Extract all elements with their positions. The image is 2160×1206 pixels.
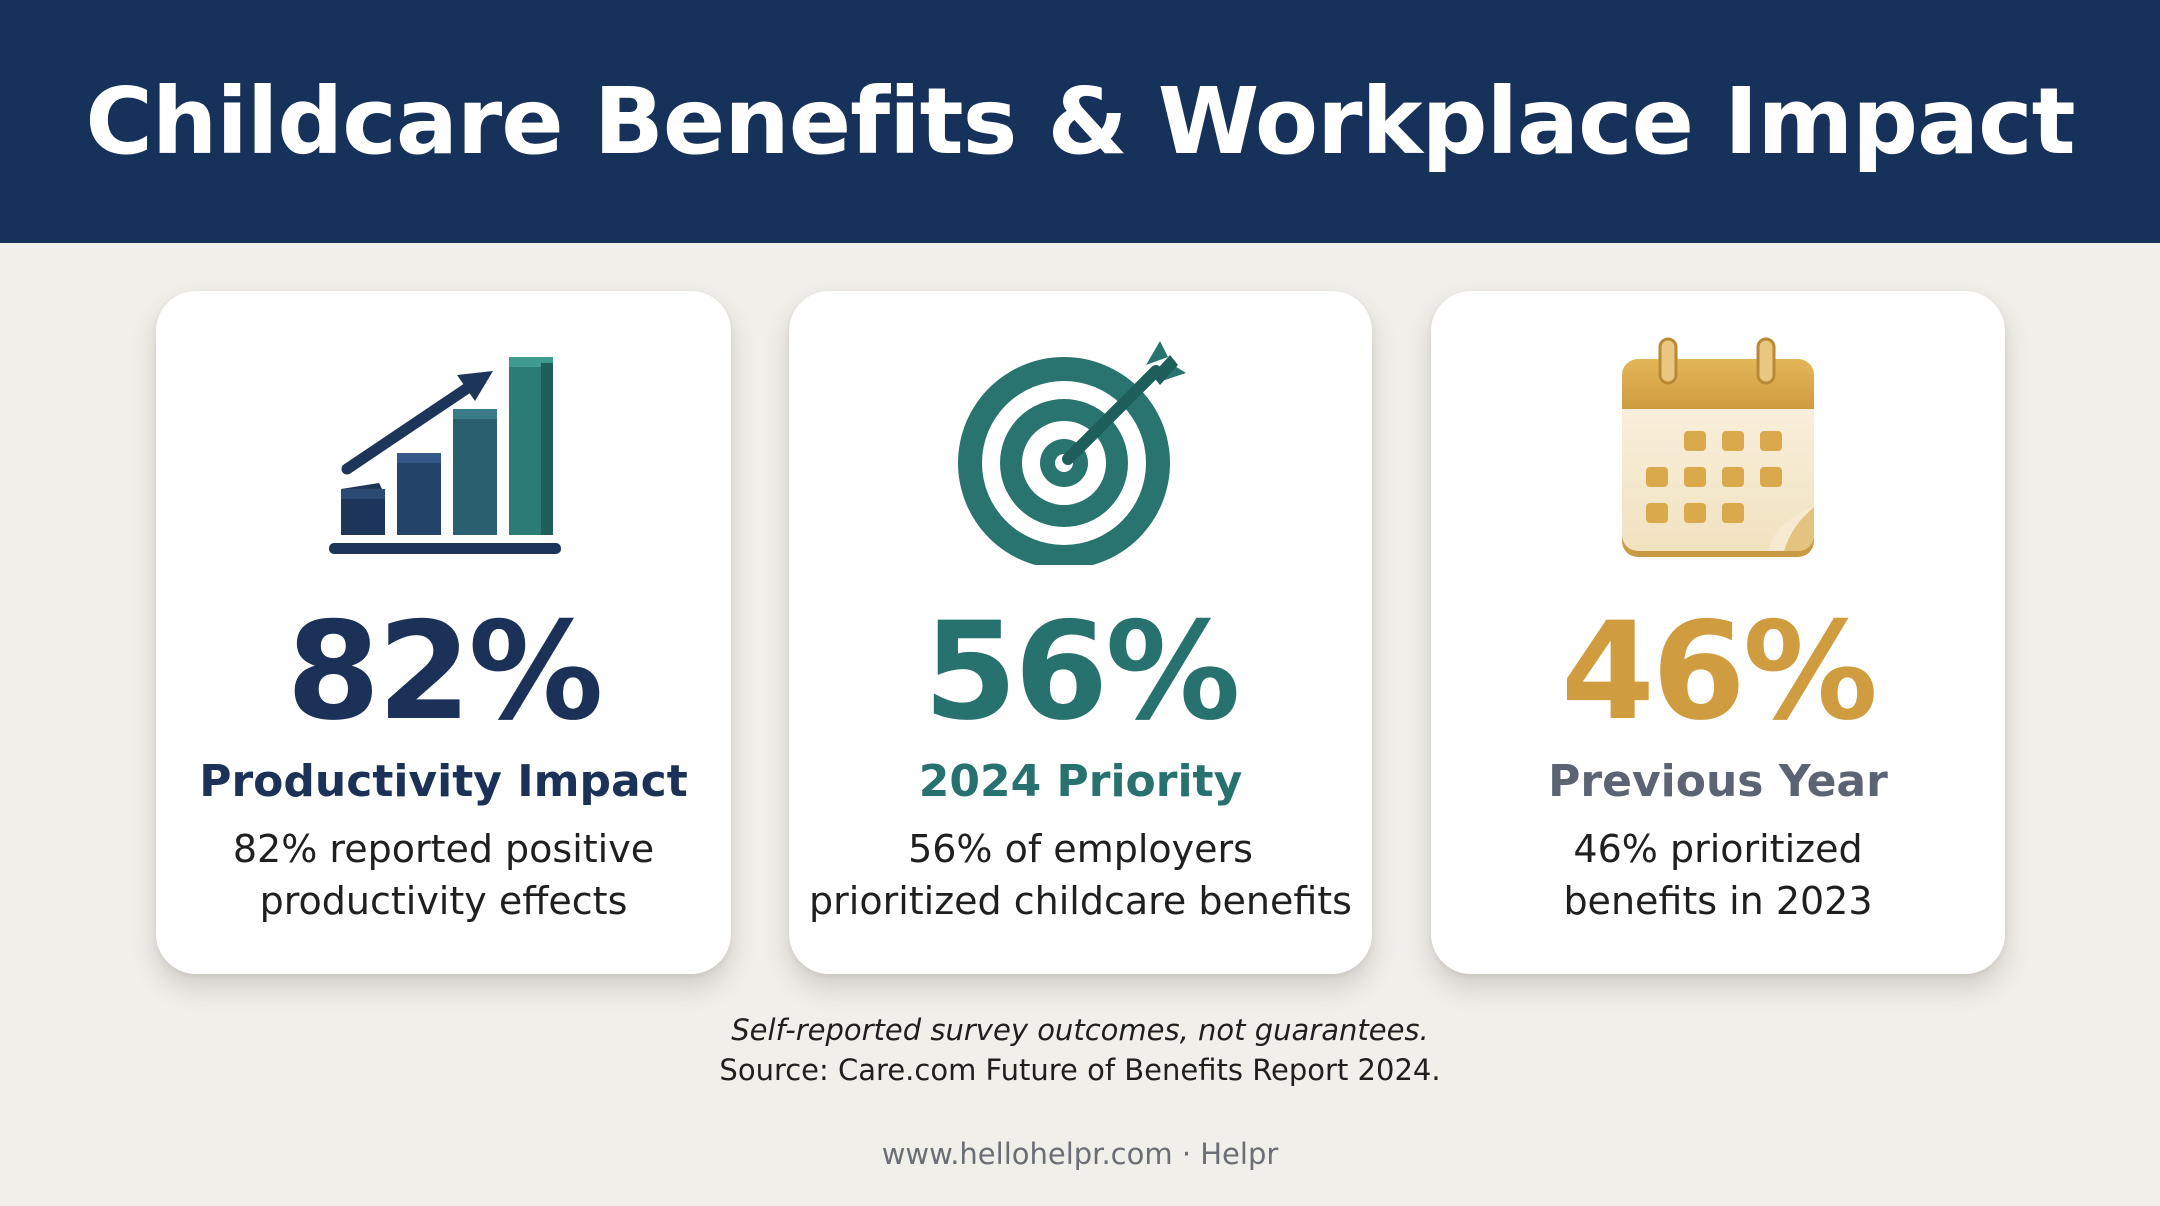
card-title: Productivity Impact [199, 756, 688, 807]
disclaimer-text: Self-reported survey outcomes, not guara… [731, 1013, 1429, 1047]
card-description: 82% reported positive productivity effec… [156, 823, 731, 927]
card-description-line: benefits in 2023 [1563, 879, 1873, 923]
stat-value: 56% [923, 593, 1240, 750]
card-title: 2024 Priority [918, 756, 1243, 807]
stat-card-previous-year: 46% Previous Year 46% prioritized benefi… [1431, 291, 2005, 974]
source-text: Source: Care.com Future of Benefits Repo… [719, 1053, 1441, 1087]
stat-card-productivity: 82% Productivity Impact 82% reported pos… [156, 291, 731, 974]
bar-chart-arrow-icon [156, 335, 731, 565]
card-description: 56% of employers prioritized childcare b… [789, 823, 1372, 927]
target-arrow-icon [789, 335, 1372, 565]
stat-value: 82% [286, 593, 603, 750]
page-title: Childcare Benefits & Workplace Impact [85, 68, 2075, 175]
card-description-line: 46% prioritized [1573, 827, 1863, 871]
card-description-line: productivity effects [259, 879, 628, 923]
card-description-line: prioritized childcare benefits [809, 879, 1352, 923]
card-description: 46% prioritized benefits in 2023 [1431, 823, 2005, 927]
card-description-line: 82% reported positive [232, 827, 655, 871]
stat-value: 46% [1560, 593, 1878, 750]
stat-card-priority: 56% 2024 Priority 56% of employers prior… [789, 291, 1372, 974]
card-description-line: 56% of employers [908, 827, 1253, 871]
header-banner: Childcare Benefits & Workplace Impact [0, 0, 2160, 243]
source-note: Self-reported survey outcomes, not guara… [0, 1010, 2160, 1090]
card-title: Previous Year [1548, 756, 1888, 807]
calendar-icon [1431, 335, 2005, 565]
footer-attribution: www.hellohelpr.com · Helpr [881, 1137, 1279, 1171]
